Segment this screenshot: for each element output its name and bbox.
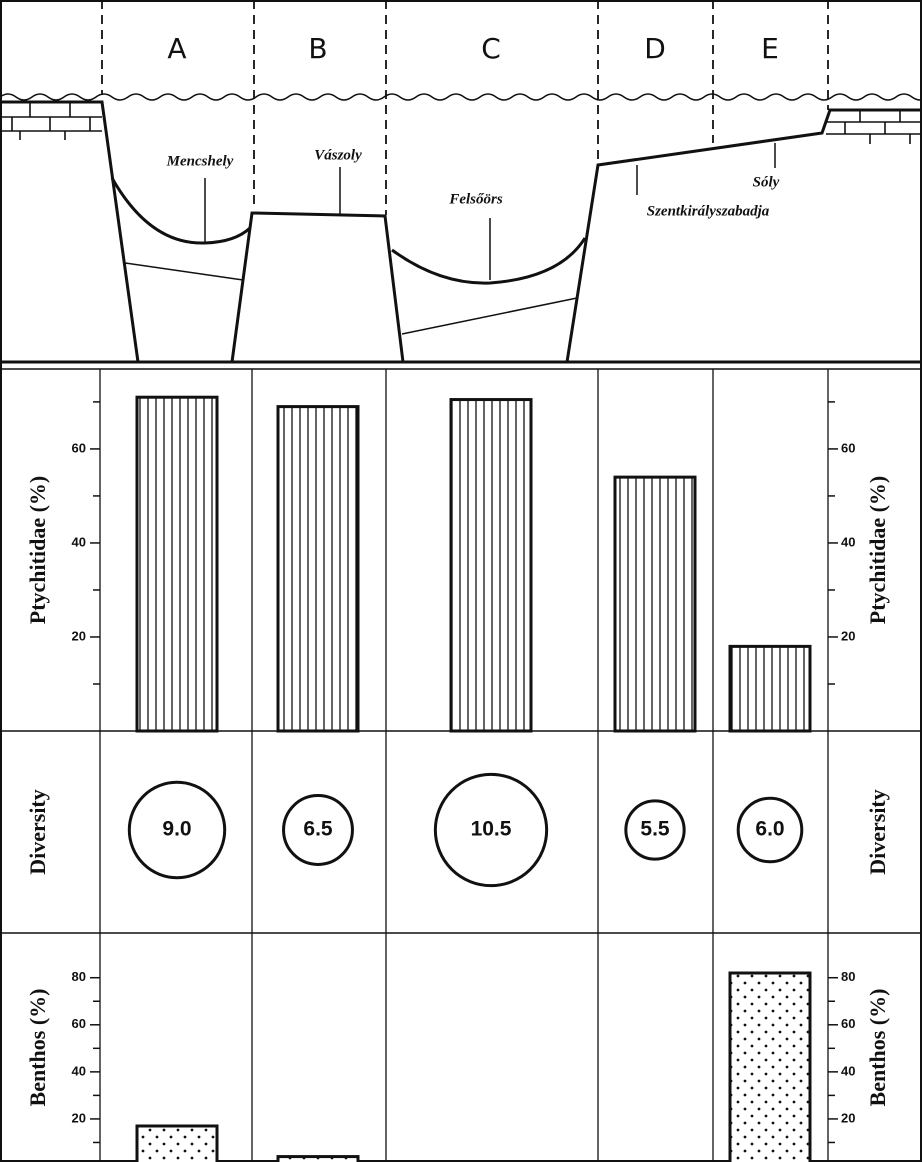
zone-label: E <box>761 32 779 65</box>
y-tick-label: 80 <box>72 969 86 984</box>
y-tick-label: 40 <box>841 534 855 549</box>
bar <box>137 397 217 731</box>
zone-label: B <box>308 32 327 65</box>
y-tick-label: 60 <box>841 1016 855 1031</box>
y-axis-title: Ptychitidae (%) <box>865 476 890 624</box>
y-axis-title: Ptychitidae (%) <box>25 476 50 624</box>
bar <box>730 646 810 731</box>
value-label: 5.5 <box>640 818 670 841</box>
bar <box>278 407 358 731</box>
y-tick-label: 60 <box>72 1016 86 1031</box>
y-tick-label: 60 <box>72 440 86 455</box>
y-tick-label: 40 <box>72 534 86 549</box>
zone-label: D <box>644 32 666 65</box>
y-axis-title: Benthos (%) <box>865 989 890 1107</box>
locality: Sóly <box>753 174 780 190</box>
y-tick-label: 20 <box>72 628 86 643</box>
value-label: 6.5 <box>303 818 333 841</box>
y-tick-label: 20 <box>72 1110 86 1125</box>
y-tick-label: 20 <box>841 628 855 643</box>
value-label: 10.5 <box>471 818 512 841</box>
zone-label: A <box>167 32 186 65</box>
zone-label: C <box>481 32 501 65</box>
y-tick-label: 80 <box>841 969 855 984</box>
locality: Felsőörs <box>448 191 503 207</box>
y-axis-title: Benthos (%) <box>25 989 50 1107</box>
y-tick-label: 20 <box>841 1110 855 1125</box>
y-tick-label: 60 <box>841 440 855 455</box>
value-label: 6.0 <box>755 818 784 841</box>
figure: Mencshely Vászoly Felsőörs Szentkirálysz… <box>0 0 922 1162</box>
bar <box>451 400 531 731</box>
locality: Mencshely <box>166 153 234 169</box>
y-axis-title: Diversity <box>865 789 890 875</box>
bar <box>615 477 695 731</box>
locality: Szentkirályszabadja <box>647 203 770 219</box>
y-tick-label: 40 <box>72 1063 86 1078</box>
bar <box>278 1157 358 1162</box>
value-label: 9.0 <box>162 818 191 841</box>
bar <box>730 973 810 1162</box>
bar <box>137 1126 217 1162</box>
y-tick-label: 40 <box>841 1063 855 1078</box>
y-axis-title: Diversity <box>25 789 50 875</box>
locality: Vászoly <box>314 147 362 163</box>
